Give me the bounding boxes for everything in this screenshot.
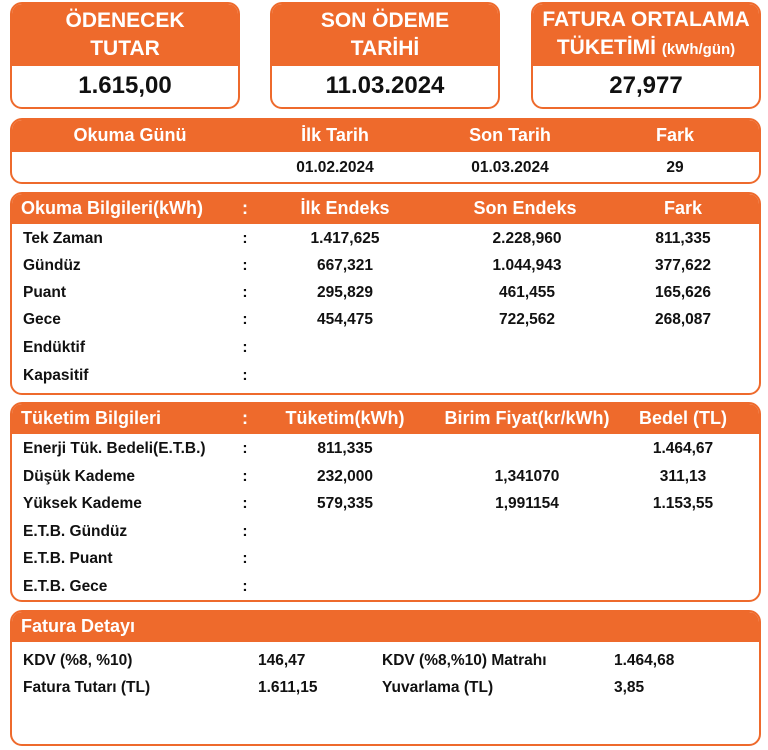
vat-label: KDV (%8, %10): [23, 652, 133, 669]
reading-info-row-label: Gece: [23, 311, 61, 328]
reading-info-header: Okuma Bilgileri(kWh) : İlk Endeks Son En…: [12, 194, 759, 224]
avg-consumption-title-line1: FATURA ORTALAMA: [542, 8, 750, 31]
reading-day-header-diff: Fark: [655, 125, 695, 145]
reading-info-row-last: 722,562: [498, 311, 556, 328]
due-date-title-line2: TARİHİ: [350, 37, 420, 60]
amount-due-value: 1.615,00: [78, 71, 172, 99]
due-date-title-line1: SON ÖDEME: [320, 9, 450, 32]
due-date-header: SON ÖDEME TARİHİ: [272, 4, 498, 66]
rounding-label: Yuvarlama (TL): [382, 679, 494, 696]
avg-consumption-value: 27,977: [609, 71, 683, 99]
consumption-info-table: Tüketim Bilgileri : Tüketim(kWh) Birim F…: [10, 402, 761, 602]
reading-day-header: Okuma Günü İlk Tarih Son Tarih Fark: [12, 120, 759, 152]
vat-base-label: KDV (%8,%10) Matrahı: [382, 652, 547, 669]
reading-day-first-date: 01.02.2024: [296, 159, 374, 176]
invoice-detail-header: Fatura Detayı: [12, 612, 759, 642]
reading-info-row-label: Gündüz: [23, 257, 81, 274]
consumption-info-row-colon: :: [242, 440, 248, 457]
consumption-info-header-label: Tüketim Bilgileri: [21, 408, 162, 428]
consumption-info-row-kwh: 232,000: [316, 468, 374, 485]
consumption-info-row-label: E.T.B. Gece: [23, 578, 108, 595]
consumption-info-row-colon: :: [242, 468, 248, 485]
consumption-info-row-amount: 1.464,67: [652, 440, 714, 457]
avg-consumption-box: FATURA ORTALAMA TÜKETİMİ (kWh/gün) 27,97…: [531, 2, 761, 109]
reading-day-last-date: 01.03.2024: [471, 159, 549, 176]
reading-day-header-first-date: İlk Tarih: [301, 125, 369, 145]
reading-info-row-colon: :: [242, 339, 248, 356]
due-date-box: SON ÖDEME TARİHİ 11.03.2024: [270, 2, 500, 109]
reading-info-header-first-index: İlk Endeks: [300, 198, 390, 218]
reading-info-row-diff: 377,622: [654, 257, 712, 274]
reading-info-row-last: 2.228,960: [492, 230, 562, 247]
reading-info-header-label: Okuma Bilgileri(kWh): [21, 198, 204, 218]
avg-consumption-title-line2-wrap: TÜKETİMİ (kWh/gün): [557, 34, 735, 64]
reading-info-row-first: 667,321: [316, 257, 374, 274]
reading-day-header-last-date: Son Tarih: [469, 125, 551, 145]
avg-consumption-unit: (kWh/gün): [661, 41, 736, 58]
amount-due-title-line2: TUTAR: [90, 37, 160, 60]
consumption-info-row-label: Enerji Tük. Bedeli(E.T.B.): [23, 440, 206, 457]
reading-info-row-last: 1.044,943: [492, 257, 562, 274]
avg-consumption-title-line2: TÜKETİMİ: [556, 36, 656, 59]
reading-info-header-last-index: Son Endeks: [473, 198, 577, 218]
amount-due-box: ÖDENECEK TUTAR 1.615,00: [10, 2, 240, 109]
consumption-info-row-label: Düşük Kademe: [23, 468, 135, 485]
consumption-info-header-unit-price: Birim Fiyat(kr/kWh): [444, 408, 610, 428]
reading-info-row-colon: :: [242, 257, 248, 274]
reading-info-header-colon: :: [242, 198, 248, 218]
reading-day-header-label: Okuma Günü: [73, 125, 187, 145]
consumption-info-row-kwh: 579,335: [316, 495, 374, 512]
reading-info-row-label: Tek Zaman: [23, 230, 103, 247]
invoice-detail-table: Fatura Detayı KDV (%8, %10) 146,47 KDV (…: [10, 610, 761, 746]
due-date-value: 11.03.2024: [325, 71, 445, 99]
consumption-info-row-kwh: 811,335: [317, 440, 373, 457]
consumption-info-header-amount: Bedel (TL): [639, 408, 727, 428]
reading-info-row-first: 295,829: [316, 284, 374, 301]
reading-info-row-label: Endüktif: [23, 339, 85, 356]
consumption-info-row-colon: :: [242, 523, 248, 540]
reading-info-row-colon: :: [242, 367, 248, 384]
consumption-info-row-colon: :: [242, 495, 248, 512]
invoice-total-value: 1.611,15: [258, 679, 318, 696]
reading-info-row-diff: 165,626: [654, 284, 712, 301]
consumption-info-row-label: E.T.B. Puant: [23, 550, 113, 567]
consumption-info-header-consumption: Tüketim(kWh): [285, 408, 405, 428]
rounding-value: 3,85: [614, 679, 645, 696]
reading-info-row-last: 461,455: [498, 284, 556, 301]
consumption-info-row-label: Yüksek Kademe: [23, 495, 142, 512]
consumption-info-row-label: E.T.B. Gündüz: [23, 523, 128, 540]
reading-info-row-colon: :: [242, 284, 248, 301]
reading-info-row-diff: 268,087: [654, 311, 712, 328]
consumption-info-row-unit-price: 1,341070: [494, 468, 560, 485]
vat-value: 146,47: [258, 652, 306, 669]
avg-consumption-header: FATURA ORTALAMA TÜKETİMİ (kWh/gün): [533, 4, 759, 66]
reading-info-table: Okuma Bilgileri(kWh) : İlk Endeks Son En…: [10, 192, 761, 395]
amount-due-header: ÖDENECEK TUTAR: [12, 4, 238, 66]
reading-info-header-diff: Fark: [663, 198, 703, 218]
consumption-info-header-colon: :: [242, 408, 248, 428]
amount-due-title-line1: ÖDENECEK: [65, 9, 185, 32]
consumption-info-row-colon: :: [242, 550, 248, 567]
invoice-detail-title: Fatura Detayı: [21, 616, 136, 636]
consumption-info-row-unit-price: 1,991154: [495, 495, 559, 512]
reading-info-row-first: 454,475: [316, 311, 374, 328]
consumption-info-row-colon: :: [242, 578, 248, 595]
vat-base-value: 1.464,68: [614, 652, 675, 669]
consumption-info-row-amount: 311,13: [659, 468, 707, 485]
reading-info-row-label: Puant: [23, 284, 67, 301]
reading-day-table: Okuma Günü İlk Tarih Son Tarih Fark 01.0…: [10, 118, 761, 184]
reading-info-row-label: Kapasitif: [23, 367, 89, 384]
reading-info-row-first: 1.417,625: [310, 230, 380, 247]
invoice-total-label: Fatura Tutarı (TL): [23, 679, 151, 696]
consumption-info-row-amount: 1.153,55: [652, 495, 714, 512]
reading-info-row-colon: :: [242, 230, 248, 247]
reading-info-row-diff: 811,335: [655, 230, 711, 247]
reading-info-row-colon: :: [242, 311, 248, 328]
reading-day-diff: 29: [666, 159, 684, 176]
consumption-info-header: Tüketim Bilgileri : Tüketim(kWh) Birim F…: [12, 404, 759, 434]
